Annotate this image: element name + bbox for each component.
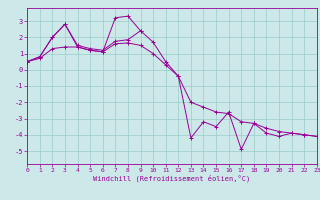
X-axis label: Windchill (Refroidissement éolien,°C): Windchill (Refroidissement éolien,°C) (93, 175, 251, 182)
